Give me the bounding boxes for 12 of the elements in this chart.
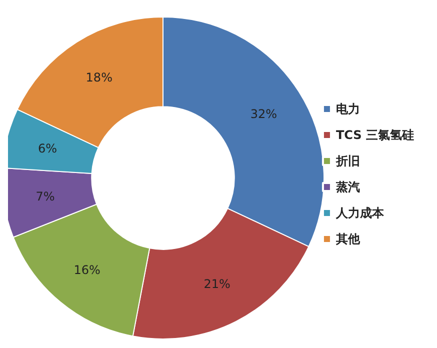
legend-label: 人力成本 (334, 206, 385, 220)
data-label: 32% (250, 107, 277, 122)
data-label: 16% (74, 262, 100, 277)
data-label: 7% (36, 190, 55, 204)
data-label: 6% (38, 141, 58, 156)
data-label: 18% (86, 70, 112, 84)
legend-label: 电力 (336, 102, 360, 116)
data-label: 21% (204, 277, 230, 292)
legend-label: 蒸汽 (334, 180, 360, 194)
legend-label: 折旧 (334, 154, 360, 168)
legend-label: 其他 (334, 232, 361, 246)
legend-label: TCS 三氯氢硅 (336, 128, 414, 142)
